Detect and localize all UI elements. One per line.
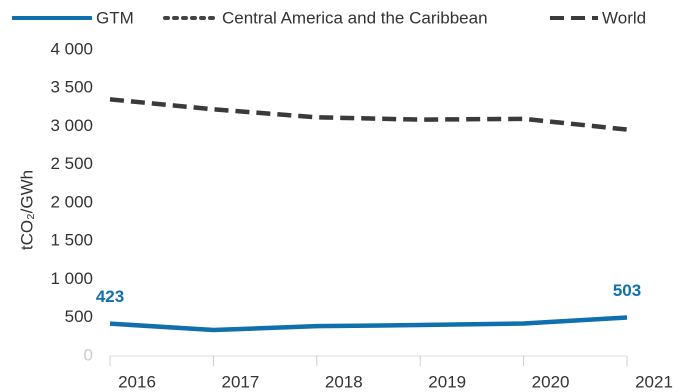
x-tick-label: 2018 [325,372,363,391]
y-tick-label: 1 500 [50,231,93,250]
series-line [109,315,628,333]
legend-label: Central America and the Caribbean [222,8,488,27]
y-tick-label: 2 500 [50,154,93,173]
legend-label: World [602,8,646,27]
x-tick-label: 2017 [221,372,259,391]
y-tick-label: 3 500 [50,78,93,97]
y-tick-label: 1 000 [50,269,93,288]
legend-label: GTM [96,8,134,27]
y-tick-label: 4 000 [50,39,93,58]
x-tick-label: 2016 [118,372,156,391]
data-label: 423 [96,287,124,306]
series-line [109,97,628,132]
y-tick-label: 0 [84,345,93,364]
x-tick-label: 2020 [532,372,570,391]
y-tick-label: 2 000 [50,192,93,211]
y-axis-label: tCO₂/GWh [17,170,36,250]
x-tick-label: 2019 [428,372,466,391]
data-label: 503 [613,281,641,300]
x-tick-label: 2021 [635,372,673,391]
y-tick-label: 500 [65,307,93,326]
y-tick-label: 3 000 [50,116,93,135]
